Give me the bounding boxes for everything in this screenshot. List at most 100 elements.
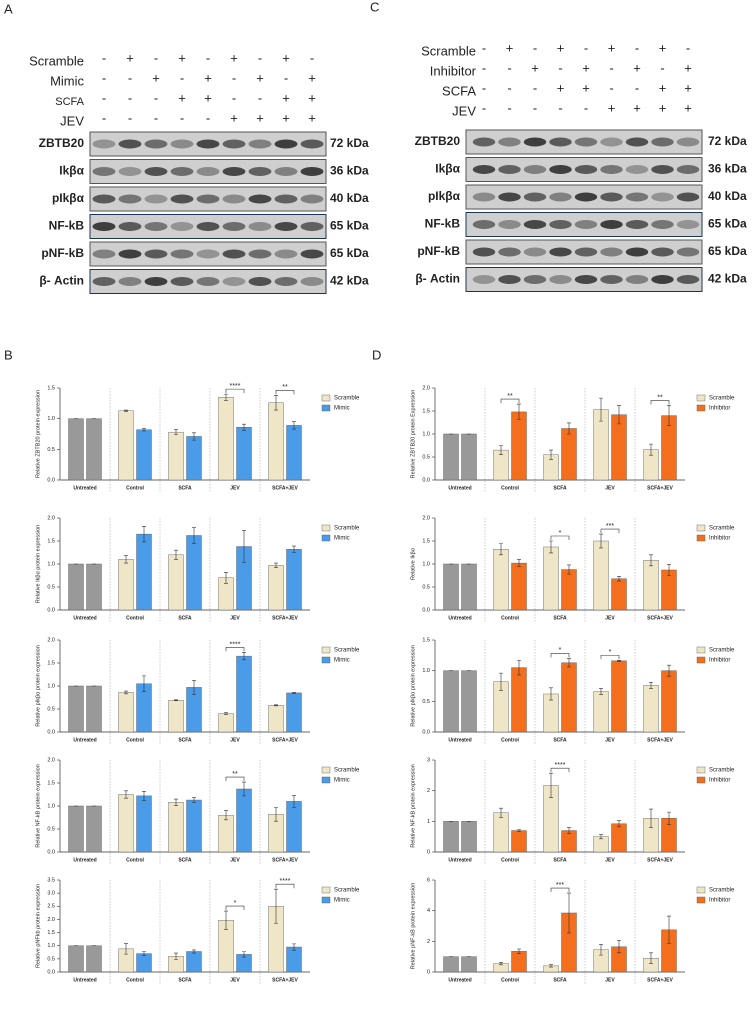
significance-label: *: [609, 649, 612, 656]
band: [651, 165, 674, 174]
treatment-sign: -: [102, 110, 106, 125]
band: [92, 139, 116, 149]
band: [196, 167, 220, 176]
y-tick-label: 0.5: [422, 584, 430, 590]
band: [574, 220, 598, 229]
y-tick-label: 3.5: [47, 877, 55, 883]
treatment-sign: +: [684, 100, 692, 115]
legend-swatch: [321, 534, 331, 542]
bar: [286, 692, 302, 733]
x-tick-label: SCFA+JEV: [647, 737, 673, 743]
x-tick-label: Untreated: [73, 485, 96, 491]
error-bar: [667, 664, 671, 677]
band: [498, 275, 521, 284]
bar: [218, 397, 234, 481]
protein-size: 72 kDa: [330, 136, 369, 150]
bar: [611, 414, 627, 481]
x-tick-label: JEV: [230, 737, 240, 743]
protein-size: 42 kDa: [708, 272, 747, 286]
error-bar: [517, 403, 521, 421]
bar: [561, 569, 577, 611]
error-bar: [549, 540, 553, 554]
protein-size: 72 kDa: [708, 134, 747, 148]
error-bar: [517, 829, 521, 832]
error-bar: [174, 699, 178, 702]
significance-bracket: [225, 905, 245, 911]
bar: [661, 670, 677, 733]
error-bar: [192, 432, 196, 441]
error-bar: [124, 409, 128, 412]
band: [549, 137, 572, 147]
protein-label: pNF-kB: [41, 246, 84, 260]
legend-label: Scramble: [709, 888, 735, 894]
error-bar: [649, 554, 653, 567]
band: [144, 277, 168, 286]
treatment-sign: +: [557, 80, 565, 95]
error-bar: [142, 675, 146, 692]
significance-bracket: [600, 528, 620, 534]
x-tick-label: Control: [126, 615, 144, 621]
protein-label: Ikβα: [59, 164, 84, 178]
error-bar: [599, 533, 603, 549]
significance-label: *: [559, 530, 562, 537]
band: [196, 194, 220, 204]
band: [144, 139, 168, 149]
y-axis-label: Relative ZBTB20 protein expression: [35, 390, 41, 478]
y-axis-label: Relative NF-kB protein expression: [35, 764, 41, 847]
band: [523, 137, 547, 147]
bar: [493, 549, 509, 611]
error-bar: [274, 807, 278, 822]
y-axis-label: Relative pIkβα protein expression: [35, 645, 41, 727]
significance-bracket: [550, 887, 570, 893]
y-axis-label: Relative Ikβα: [410, 547, 416, 580]
bar: [443, 956, 459, 973]
error-bar: [499, 445, 503, 455]
legend-swatch: [696, 886, 706, 894]
legend-label: Mimic: [334, 406, 350, 412]
treatment-sign: -: [128, 90, 132, 105]
protein-label: NF-kB: [425, 217, 461, 231]
band: [574, 137, 598, 147]
band: [300, 139, 324, 149]
bar: [86, 563, 102, 611]
band: [600, 192, 623, 202]
band: [222, 167, 246, 176]
panel-label: C: [370, 0, 379, 14]
error-bar: [517, 559, 521, 568]
band: [248, 194, 272, 204]
legend-label: Mimic: [334, 658, 350, 664]
error-bar: [242, 781, 246, 797]
legend-swatch: [321, 656, 331, 664]
error-bar: [292, 421, 296, 430]
y-tick-label: 1.5: [422, 408, 430, 414]
significance-label: ****: [280, 878, 291, 885]
treatment-sign: -: [686, 40, 690, 55]
treatment-sign: +: [308, 110, 316, 125]
error-bar: [124, 690, 128, 695]
treatment-sign: -: [635, 80, 639, 95]
legend-label: Mimic: [334, 898, 350, 904]
bar: [268, 705, 284, 733]
band: [523, 220, 547, 229]
error-bar: [667, 811, 671, 825]
x-tick-label: Untreated: [448, 857, 471, 863]
treatment-sign: +: [256, 70, 264, 85]
panel-label: B: [4, 347, 13, 362]
error-bar: [599, 688, 603, 695]
x-tick-label: JEV: [230, 615, 240, 621]
y-tick-label: 0.0: [422, 607, 430, 613]
y-tick-label: 3: [427, 757, 430, 763]
bar: [493, 812, 509, 853]
legend-label: Scramble: [334, 396, 360, 402]
y-tick-label: 1.0: [47, 943, 55, 949]
band: [600, 165, 623, 174]
treatment-sign: -: [533, 100, 537, 115]
legend-label: Scramble: [709, 396, 735, 402]
error-bar: [499, 672, 503, 691]
band: [274, 194, 298, 204]
band: [600, 247, 623, 257]
y-axis-label: Relative pNFkb protein expression: [35, 884, 41, 968]
y-tick-label: 1.5: [47, 538, 55, 544]
legend-label: Mimic: [334, 536, 350, 542]
error-bar: [224, 571, 228, 584]
